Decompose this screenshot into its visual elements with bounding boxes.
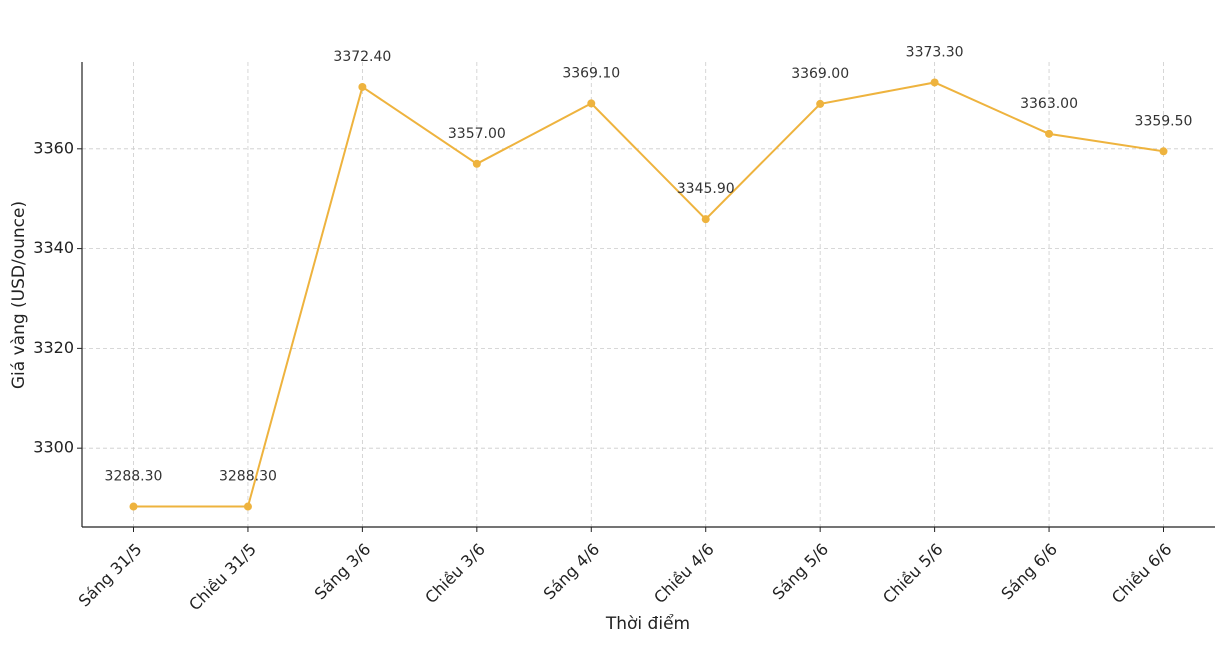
value-label: 3369.00 [791,66,849,82]
value-label: 3373.30 [906,44,964,60]
y-tick-label: 3300 [33,438,74,457]
line [133,81,1164,508]
point [930,78,939,87]
x-tick-label: Sáng 31/5 [75,540,146,611]
y-tick-label: 3340 [33,238,74,257]
value-label: 3288.30 [219,469,277,485]
x-tick-label: Chiều 31/5 [185,540,260,615]
value-label: 3359.50 [1135,113,1193,129]
value-label: 3372.40 [333,49,391,65]
x-tick-label: Sáng 5/6 [768,540,832,604]
value-label: 3369.10 [562,65,620,81]
point [358,82,367,91]
value-label: 3357.00 [448,126,506,142]
x-tick-label: Chiều 4/6 [650,540,718,608]
point [587,99,596,108]
point [701,215,710,224]
x-tick-label: Sáng 3/6 [311,540,375,604]
y-tick-label: 3360 [33,138,74,157]
value-label: 3345.90 [677,181,735,197]
point [816,99,825,108]
x-tick-label: Chiều 6/6 [1108,540,1176,608]
y-axis-label: Giá vàng (USD/ounce) [9,201,29,389]
value-label: 3363.00 [1020,96,1078,112]
point [1045,129,1054,138]
x-axis-label: Thời điểm [605,613,690,634]
value-label: 3288.30 [105,469,163,485]
point [129,502,138,511]
x-tick-label: Chiều 3/6 [421,540,489,608]
point [1159,147,1168,156]
point [243,502,252,511]
x-tick-label: Sáng 6/6 [997,540,1061,604]
x-tick-label: Sáng 4/6 [540,540,604,604]
point [472,159,481,168]
y-tick-label: 3320 [33,338,74,357]
x-tick-label: Chiều 5/6 [879,540,947,608]
